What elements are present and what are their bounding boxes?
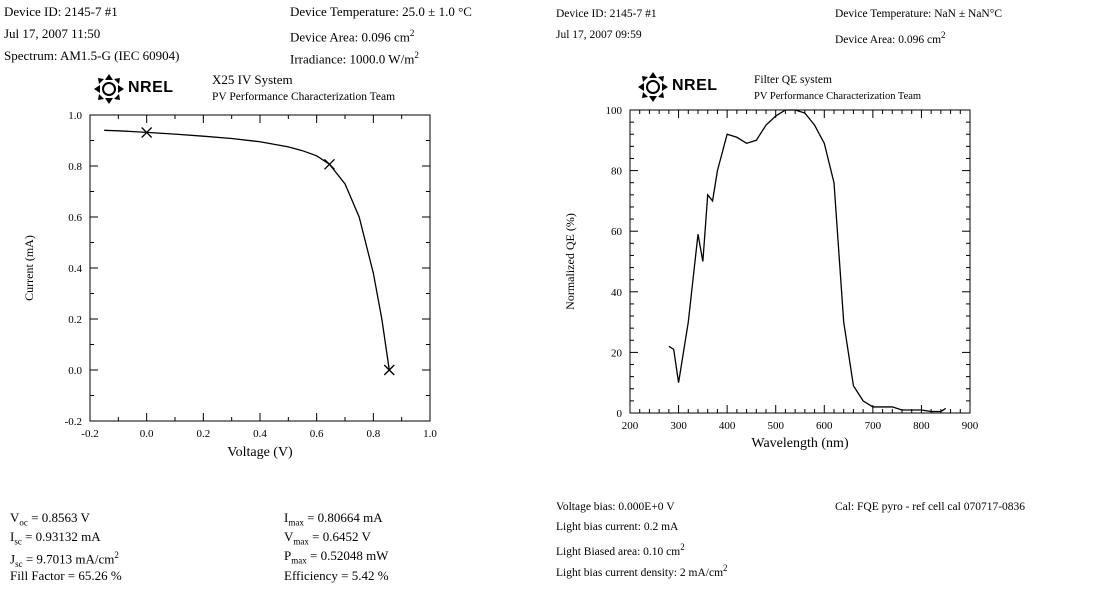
nrel-logo-right: NREL — [636, 70, 736, 109]
light-bias-current-density: Light bias current density: 2 mA/cm2 — [556, 563, 728, 579]
y-tick-label: 60 — [611, 226, 623, 238]
isc-value: Isc = 0.93132 mA — [10, 529, 101, 547]
marker-stroke — [324, 158, 335, 170]
right-system-name: Filter QE system — [754, 74, 832, 86]
y-tick-label: 40 — [611, 287, 623, 299]
qe-chart: 200 300 400 500 600 700 800 900 0 20 40 60 80 100 Wave… — [563, 105, 979, 451]
x-axis-label: Voltage (V) — [227, 445, 293, 460]
x-axis-label: Wavelength (nm) — [751, 436, 849, 451]
efficiency-value: Efficiency = 5.42 % — [284, 568, 389, 583]
x-tick-label: 400 — [719, 420, 736, 432]
x-tick-label: 900 — [962, 420, 979, 432]
y-tick-label: 20 — [611, 347, 623, 359]
light-biased-area: Light Biased area: 0.10 cm2 — [556, 542, 685, 558]
x-tick-label: 700 — [865, 420, 882, 432]
left-device-id: Device ID: 2145-7 #1 — [4, 4, 118, 19]
calibration-info: Cal: FQE pyro - ref cell cal 070717-0836 — [835, 501, 1026, 513]
y-tick-label: 0.0 — [68, 365, 82, 377]
jsc-value: Jsc = 9.7013 mA/cm2 — [10, 550, 119, 569]
nrel-sunburst-icon — [94, 74, 124, 104]
right-team-name: PV Performance Characterization Team — [754, 91, 922, 102]
nrel-wordmark: NREL — [672, 77, 718, 94]
x-tick-label: 0.6 — [310, 428, 324, 440]
marker-stroke — [141, 127, 153, 138]
y-axis-label: Normalized QE (%) — [563, 213, 577, 310]
x-tick-label: 0.8 — [366, 428, 380, 440]
y-tick-label: -0.2 — [65, 416, 82, 428]
y-tick-label: 1.0 — [68, 110, 82, 122]
x-marker — [141, 127, 153, 138]
pmax-value: Pmax = 0.52048 mW — [284, 548, 389, 566]
data-line — [104, 129, 390, 371]
x-tick-label: 200 — [622, 420, 639, 432]
plot-frame — [89, 114, 431, 422]
data-line — [668, 109, 947, 413]
y-tick-label: 0.8 — [68, 161, 82, 173]
iv-curve-chart: -0.2 0.0 0.2 0.4 0.6 0.8 1.0 -0.2 0.0 0.2 0.4 0.6 0.… — [22, 110, 437, 460]
x-tick-label: 300 — [670, 420, 687, 432]
plot-frame — [629, 109, 971, 414]
x-marker — [324, 158, 335, 170]
left-team-name: PV Performance Characterization Team — [212, 91, 396, 103]
voc-value: Voc = 0.8563 V — [10, 510, 90, 528]
right-device-id: Device ID: 2145-7 #1 — [556, 8, 657, 20]
x-tick-label: 600 — [816, 420, 833, 432]
imax-value: Imax = 0.80664 mA — [284, 510, 383, 528]
x-tick-label: 0.2 — [196, 428, 210, 440]
x-tick-label: 800 — [913, 420, 930, 432]
light-bias-current: Light bias current: 0.2 mA — [556, 521, 679, 533]
y-tick-label: 100 — [606, 105, 623, 117]
y-tick-label: 80 — [611, 166, 623, 178]
left-system-name: X25 IV System — [212, 72, 293, 87]
right-device-area: Device Area: 0.096 cm2 — [835, 30, 946, 46]
left-irradiance: Irradiance: 1000.0 W/m2 — [290, 50, 419, 67]
right-device-temperature: Device Temperature: NaN ± NaN°C — [835, 8, 1002, 20]
y-tick-label: 0.6 — [68, 212, 82, 224]
left-device-area: Device Area: 0.096 cm2 — [290, 28, 415, 45]
nrel-sunburst-icon — [638, 72, 668, 102]
x-tick-label: 0.0 — [140, 428, 154, 440]
x-tick-label: 1.0 — [423, 428, 437, 440]
x-tick-label: -0.2 — [81, 428, 98, 440]
y-axis-label: Current (mA) — [22, 235, 36, 301]
y-tick-label: 0.4 — [68, 263, 82, 275]
x-tick-label: 0.4 — [253, 428, 267, 440]
right-timestamp: Jul 17, 2007 09:59 — [556, 29, 642, 41]
vmax-value: Vmax = 0.6452 V — [284, 529, 371, 547]
left-spectrum: Spectrum: AM1.5-G (IEC 60904) — [4, 48, 180, 63]
marker-stroke — [383, 364, 395, 376]
nrel-logo-left: NREL — [92, 72, 192, 111]
nrel-wordmark: NREL — [128, 79, 174, 96]
left-device-temperature: Device Temperature: 25.0 ± 1.0 °C — [290, 4, 472, 19]
fill-factor-value: Fill Factor = 65.26 % — [10, 568, 122, 583]
y-tick-label: 0.2 — [68, 314, 82, 326]
y-tick-label: 0 — [617, 408, 623, 420]
x-tick-label: 500 — [767, 420, 784, 432]
left-timestamp: Jul 17, 2007 11:50 — [4, 26, 101, 41]
x-marker — [383, 364, 395, 376]
voltage-bias: Voltage bias: 0.000E+0 V — [556, 501, 675, 513]
